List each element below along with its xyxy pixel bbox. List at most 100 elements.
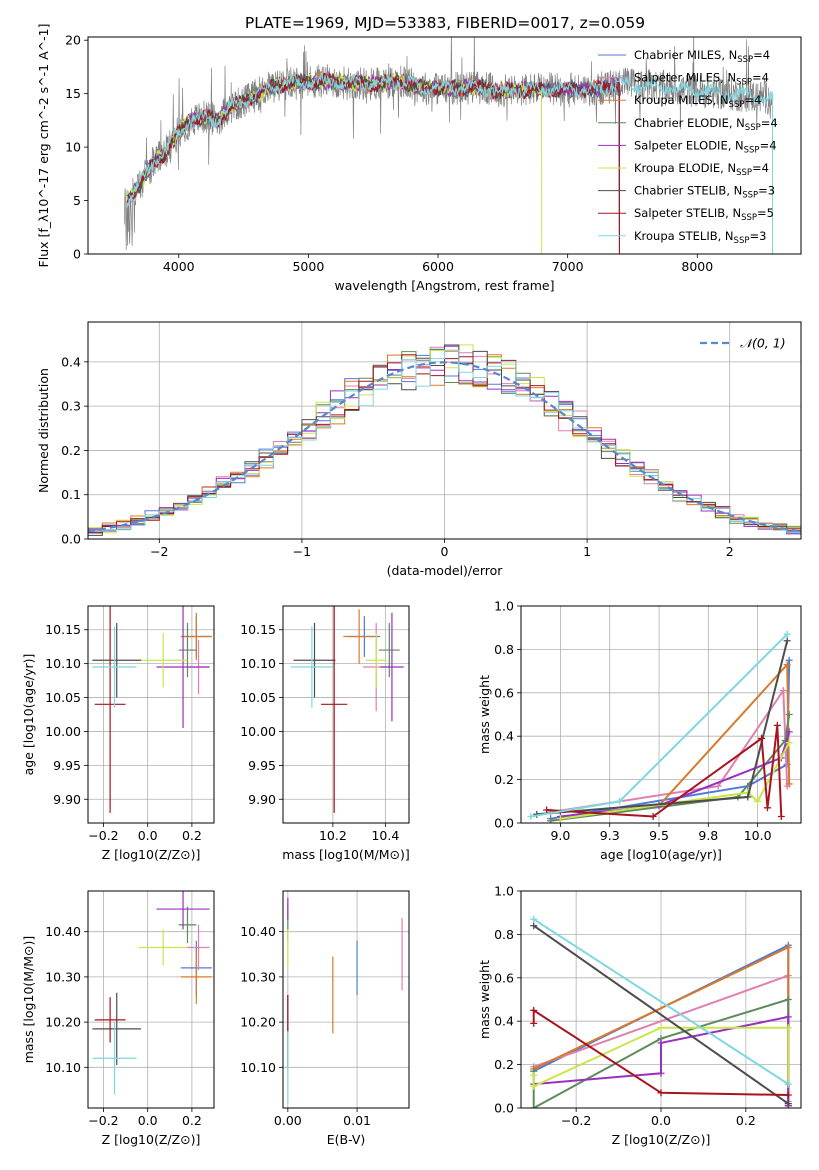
age-vs-mass-grid — [283, 606, 409, 823]
weight-marker-salpeter-stelib — [649, 812, 657, 820]
residuals-panel: −2 −1 0 1 2 0.0 0.1 0.2 0.3 0.4 (data-model)/error… — [36, 321, 802, 578]
model-line-chabrier-miles — [126, 73, 620, 254]
model-line-salpeter-elodie — [126, 73, 620, 254]
spectrum-panel: 4000 5000 6000 7000 8000 0 5 10 15 20 wavelength [… — [36, 24, 802, 293]
weight-marker-salpeter-stelib — [530, 1019, 538, 1027]
errorbar-point-kroupa-miles — [343, 609, 375, 664]
weight-vs-age-ylabel: mass weight — [477, 675, 492, 754]
weight-marker-kroupa-stelib — [527, 812, 535, 820]
mass-vs-Z-plot-area — [92, 891, 212, 1095]
model-line-kroupa-elodie — [126, 73, 543, 254]
x-tick-label: 9.5 — [649, 828, 669, 843]
weight-vs-age-plot-area — [527, 630, 793, 823]
errorbar-point-chabrier-elodie — [378, 622, 400, 678]
y-tick-label: 5 — [73, 193, 81, 208]
legend-label-chabrier-stelib: Chabrier STELIB, NSSP=3 — [634, 184, 775, 201]
residuals-xlabel: (data-model)/error — [387, 563, 504, 578]
y-tick-label: 10.20 — [240, 1015, 276, 1030]
y-tick-label: 9.95 — [248, 758, 276, 773]
legend-label-salpeter-miles: Salpeter MILES, NSSP=4 — [634, 71, 769, 88]
weight-line-kroupa-stelib — [533, 918, 789, 1085]
x-tick-label: 5000 — [292, 259, 324, 274]
y-tick-label: 9.95 — [53, 758, 81, 773]
y-tick-label: 1.0 — [494, 884, 514, 899]
spectrum-xlabel: wavelength [Angstrom, rest frame] — [334, 278, 554, 293]
errorbar-point-kroupa-elodie — [138, 929, 188, 966]
y-tick-label: 0.3 — [61, 399, 81, 414]
weight-marker-kroupa-elodie — [784, 1024, 792, 1032]
weight-marker-salpeter-stelib — [763, 804, 771, 812]
legend-label-chabrier-miles: Chabrier MILES, NSSP=4 — [634, 48, 770, 65]
x-tick-label: 10.2 — [319, 828, 347, 843]
errorbar-point-chabrier-elodie — [178, 906, 197, 943]
model-line-chabrier-elodie — [126, 72, 620, 254]
weight-marker-salpeter-stelib — [657, 1089, 665, 1097]
model-line-kroupa-stelib — [126, 71, 773, 254]
age-vs-Z-panel: −0.2 0.0 0.2 9.90 9.95 10.00 10.05 10.10 10.15 Z … — [21, 605, 215, 862]
legend-label-salpeter-stelib: Salpeter STELIB, NSSP=5 — [634, 206, 774, 223]
y-tick-label: 10.15 — [45, 622, 81, 637]
y-tick-label: 10.15 — [240, 622, 276, 637]
weight-marker-kroupa-elodie — [785, 739, 793, 747]
weight-marker-chabrier-stelib — [744, 793, 752, 801]
weight-marker-kroupa-elodie — [530, 1082, 538, 1090]
model-line-salpeter-stelib — [126, 72, 620, 254]
residuals-ylabel: Normed distribution — [36, 368, 51, 493]
y-tick-label: 10.30 — [45, 969, 81, 984]
x-tick-label: −0.2 — [88, 1113, 118, 1128]
x-tick-label: −0.2 — [88, 828, 118, 843]
weight-marker-kroupa-stelib — [783, 630, 791, 638]
errorbar-point-kroupa-elodie — [138, 633, 188, 688]
mass-vs-EBV-plot-area — [287, 897, 403, 1104]
weight-marker-salpeter-miles — [714, 782, 722, 790]
x-tick-label: 2 — [726, 544, 734, 559]
errorbar-point-kroupa-miles — [180, 949, 212, 1005]
x-tick-label: 0.2 — [736, 1113, 756, 1128]
weight-marker-kroupa-elodie — [556, 815, 564, 823]
weight-marker-chabrier-miles — [785, 656, 793, 664]
y-tick-label: 20 — [65, 33, 81, 48]
y-tick-label: 9.90 — [53, 792, 81, 807]
weight-marker-chabrier-stelib — [784, 1100, 792, 1108]
weight-vs-Z-plot-area — [530, 915, 792, 1108]
weight-vs-Z-panel: −0.2 0.0 0.2 0.0 0.2 0.4 0.6 0.8 1.0 Z [log10(Z/Z… — [477, 884, 802, 1147]
weight-marker-salpeter-stelib — [777, 812, 785, 820]
weight-line-kroupa-miles — [560, 662, 791, 820]
y-tick-label: 10 — [65, 140, 81, 155]
model-line-chabrier-stelib — [126, 72, 620, 254]
y-tick-label: 0 — [73, 247, 81, 262]
spectrum-legend: Chabrier MILES, NSSP=4 Salpeter MILES, NS… — [598, 48, 778, 246]
x-tick-label: 8000 — [681, 259, 713, 274]
weight-line-salpeter-stelib — [532, 1008, 789, 1096]
age-vs-mass-xlabel: mass [log10(M/M⊙)] — [282, 847, 410, 862]
x-tick-label: 1 — [583, 544, 591, 559]
weight-line-kroupa-elodie — [560, 742, 791, 820]
weight-marker-salpeter-stelib — [784, 1091, 792, 1099]
y-tick-label: 10.05 — [240, 690, 276, 705]
weight-marker-chabrier-elodie — [547, 817, 555, 823]
x-tick-label: 10.0 — [744, 828, 772, 843]
weight-marker-chabrier-stelib — [530, 922, 538, 930]
x-tick-label: −1 — [293, 544, 311, 559]
x-tick-label: 4000 — [163, 259, 195, 274]
errorbar-point-chabrier-elodie — [178, 622, 197, 678]
legend-label-chabrier-elodie: Chabrier ELODIE, NSSP=4 — [634, 116, 778, 133]
y-tick-label: 10.10 — [240, 1060, 276, 1075]
errorbar-point-chabrier-stelib — [92, 992, 142, 1066]
weight-marker-salpeter-elodie — [657, 1039, 665, 1047]
weight-vs-age-panel: 9.0 9.3 9.5 9.8 10.0 0.0 0.2 0.4 0.6 0.8 1.0 age [l… — [477, 599, 802, 862]
errorbar-point-kroupa-stelib — [92, 1022, 137, 1095]
weight-marker-salpeter-miles — [779, 687, 787, 695]
weight-vs-Z-xlabel: Z [log10(Z/Z⊙)] — [612, 1132, 711, 1147]
age-vs-Z-plot-area — [92, 606, 212, 813]
mass-vs-Z-ylabel: mass [log10(M/M⊙)] — [21, 936, 36, 1064]
weight-line-chabrier-stelib — [536, 640, 789, 816]
weight-marker-salpeter-stelib — [543, 806, 551, 814]
spectrum-plot-area — [123, 37, 773, 254]
y-tick-label: 1.0 — [494, 599, 514, 614]
weight-marker-kroupa-stelib — [530, 915, 538, 923]
weight-marker-kroupa-elodie — [657, 1024, 665, 1032]
legend-label-kroupa-stelib: Kroupa STELIB, NSSP=3 — [634, 229, 766, 246]
weight-line-salpeter-stelib — [546, 725, 783, 818]
x-tick-label: 9.3 — [600, 828, 620, 843]
